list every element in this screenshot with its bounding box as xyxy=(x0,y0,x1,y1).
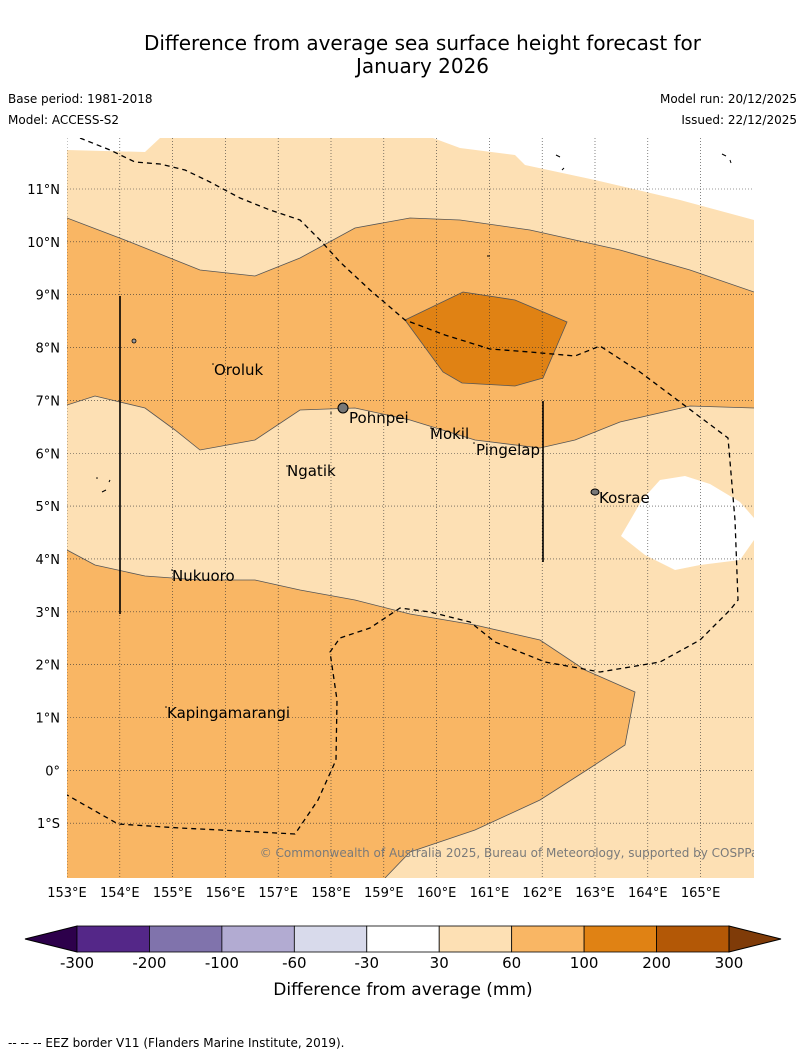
kosrae-island xyxy=(590,488,600,496)
place-labels: Oroluk Pohnpei Mokil Pingelap Ngatik Kos… xyxy=(167,361,650,722)
model-name: Model: ACCESS-S2 xyxy=(8,113,120,127)
chart-title: Difference from average sea surface heig… xyxy=(0,32,804,78)
band-100-200-patch xyxy=(405,292,567,386)
lon-tick-label: 153°E xyxy=(47,886,87,901)
colorbar-segment xyxy=(76,925,150,953)
colorbar-tick-label: -60 xyxy=(282,954,307,972)
colorbar-segment xyxy=(438,925,513,953)
lon-tick-label: 160°E xyxy=(417,886,457,901)
copyright-note: © Commonwealth of Australia 2025, Bureau… xyxy=(260,846,765,860)
colorbar-segment xyxy=(366,925,440,953)
nukuoro-marker xyxy=(171,569,173,571)
lon-tick-label: 165°E xyxy=(681,886,721,901)
colorbar: -300 -200 -100 -60 -30 30 60 100 200 300 Differen… xyxy=(24,925,782,1000)
lat-tick-label: 9°N xyxy=(36,289,61,304)
ngatik-marker xyxy=(286,465,288,467)
colorbar-tick-label: -300 xyxy=(60,954,94,972)
islet-marker xyxy=(721,153,732,164)
region-white-topleft xyxy=(67,138,160,152)
colorbar-tick-label: 300 xyxy=(715,954,744,972)
lat-tick-label: 1°N xyxy=(36,712,61,727)
colorbar-low-extend xyxy=(24,925,78,953)
colorbar-high-extend xyxy=(728,925,782,953)
lat-tick-label: 4°N xyxy=(36,553,61,568)
lon-tick-label: 163°E xyxy=(575,886,615,901)
mokil-marker xyxy=(430,427,432,429)
colorbar-label: Difference from average (mm) xyxy=(273,980,532,1000)
issued-date: Issued: 22/12/2025 xyxy=(681,113,797,127)
islet-marker xyxy=(96,477,98,479)
colorbar-tick-label: 200 xyxy=(642,954,671,972)
islet-marker xyxy=(555,154,565,171)
oroluk-marker xyxy=(212,363,214,365)
colorbar-tick-label: -200 xyxy=(132,954,166,972)
kapingamarangi-marker xyxy=(165,706,167,708)
lat-tick-label: 3°N xyxy=(36,606,61,621)
colorbar-segment xyxy=(149,925,223,953)
eez-border xyxy=(67,138,739,835)
lon-tick-label: 161°E xyxy=(470,886,510,901)
lat-tick-label: 5°N xyxy=(36,500,61,515)
colorbar-tick-label: 100 xyxy=(570,954,599,972)
region-white-top xyxy=(433,138,754,220)
title-line-1: Difference from average sea surface heig… xyxy=(143,31,702,55)
place-label: Nukuoro xyxy=(172,567,235,585)
lon-tick-label: 158°E xyxy=(311,886,351,901)
model-run: Model run: 20/12/2025 xyxy=(659,92,797,106)
colorbar-tick-label: -100 xyxy=(205,954,239,972)
place-label: Pohnpei xyxy=(349,409,409,427)
lat-tick-label: 7°N xyxy=(36,394,61,409)
colorbar-tick-label: 30 xyxy=(430,954,449,972)
colorbar-segment xyxy=(583,925,657,953)
place-label: Pingelap xyxy=(476,441,540,459)
ant-atoll-marker xyxy=(330,412,332,414)
latitude-axis: 11°N 10°N 9°N 8°N 7°N 6°N 5°N 4°N 3°N 2°N 1°N 0° 1°S xyxy=(27,183,60,832)
lat-tick-label: 1°S xyxy=(37,817,60,832)
band-60-100-north xyxy=(67,218,754,450)
contour-lines xyxy=(67,217,754,878)
map-area: Oroluk Pohnpei Mokil Pingelap Ngatik Kos… xyxy=(67,138,765,878)
lat-tick-label: 0° xyxy=(45,764,60,779)
region-white-east xyxy=(621,476,754,570)
place-label: Oroluk xyxy=(214,361,263,379)
islet-marker xyxy=(131,338,137,344)
place-label: Kosrae xyxy=(599,489,650,507)
colorbar-segments xyxy=(76,925,730,953)
islet-marker xyxy=(101,479,111,493)
lon-tick-label: 154°E xyxy=(100,886,140,901)
colorbar-segment xyxy=(656,925,730,953)
eez-footnote: -- -- -- EEZ border V11 (Flanders Marine… xyxy=(8,1036,345,1050)
place-label: Kapingamarangi xyxy=(167,704,290,722)
longitude-axis: 153°E 154°E 155°E 156°E 157°E 158°E 159°E 160°E… xyxy=(47,886,720,901)
islands xyxy=(96,153,732,708)
colorbar-segment xyxy=(221,925,295,953)
colorbar-tick-label: -30 xyxy=(355,954,380,972)
pingelap-marker xyxy=(473,442,475,444)
colorbar-segment xyxy=(511,925,585,953)
lon-tick-label: 157°E xyxy=(258,886,298,901)
lat-tick-label: 11°N xyxy=(27,183,60,198)
lon-tick-label: 159°E xyxy=(364,886,404,901)
pohnpei-island xyxy=(337,402,349,414)
base-period: Base period: 1981-2018 xyxy=(8,92,153,106)
lat-tick-label: 6°N xyxy=(36,447,61,462)
lon-tick-label: 155°E xyxy=(153,886,193,901)
lon-tick-label: 156°E xyxy=(206,886,246,901)
lon-tick-label: 162°E xyxy=(522,886,562,901)
title-line-2: January 2026 xyxy=(355,54,490,78)
lat-tick-label: 2°N xyxy=(36,659,61,674)
lon-tick-label: 164°E xyxy=(628,886,668,901)
band-60-100-south xyxy=(67,550,635,878)
colorbar-tick-label: 60 xyxy=(502,954,521,972)
colorbar-segment xyxy=(293,925,368,953)
place-label: Ngatik xyxy=(287,462,336,480)
lat-tick-label: 10°N xyxy=(27,236,60,251)
lat-tick-label: 8°N xyxy=(36,342,61,357)
colorbar-ticks: -300 -200 -100 -60 -30 30 60 100 200 300 xyxy=(60,954,743,972)
place-label: Mokil xyxy=(430,425,469,443)
